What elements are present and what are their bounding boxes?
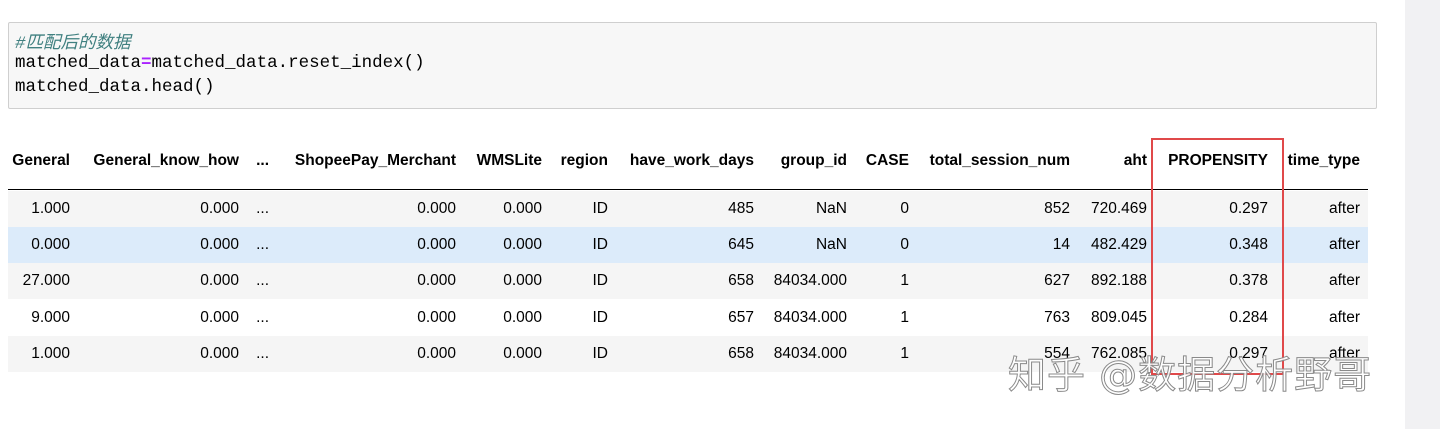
column-header: ... <box>256 152 269 169</box>
table-cell: 0.297 <box>1229 344 1268 362</box>
table-cell: 0.284 <box>1229 308 1268 326</box>
column-header: have_work_days <box>629 152 754 169</box>
column-header: CASE <box>865 152 909 169</box>
table-cell: 0.000 <box>503 344 542 362</box>
code-token: = <box>141 53 152 73</box>
table-cell: 0.000 <box>200 308 239 326</box>
table-cell: after <box>1328 344 1360 362</box>
table-cell: ID <box>592 236 609 254</box>
table-row[interactable]: 1.000 0.000... 0.000 0.000 ID 485 NaN 0 852 720.4… <box>8 191 1368 227</box>
code-cell[interactable]: #匹配后的数据 matched_data=matched_data.reset_i… <box>8 22 1377 109</box>
table-cell: 482.429 <box>1090 236 1147 254</box>
table-cell: 0.000 <box>200 344 239 362</box>
table-cell: 892.188 <box>1090 272 1147 290</box>
table-cell: ID <box>592 200 609 217</box>
table-cell: 0.000 <box>200 272 239 290</box>
code-token: matched_data <box>15 53 142 73</box>
column-header: group_id <box>780 152 847 169</box>
code-line: matched_data.head() <box>15 77 215 97</box>
table-cell: ... <box>256 344 269 362</box>
table-cell: after <box>1328 200 1360 217</box>
table-cell: 658 <box>728 272 754 290</box>
table-cell: 658 <box>728 344 754 362</box>
table-cell: ID <box>592 272 609 290</box>
table-cell: 0.000 <box>200 236 239 254</box>
table-cell: 0.000 <box>503 272 542 290</box>
table-cell: 720.469 <box>1090 200 1147 217</box>
table-cell: ... <box>256 308 269 326</box>
table-cell: 1 <box>900 308 909 326</box>
table-cell: NaN <box>815 200 847 217</box>
table-cell: 0.348 <box>1229 236 1268 254</box>
column-header: region <box>560 152 608 169</box>
table-cell: 0.000 <box>31 236 70 254</box>
watermark: 知乎 @数据分析野哥 <box>1007 353 1373 398</box>
table-cell: 0.000 <box>417 272 456 290</box>
table-row[interactable]: 1.000 0.000... 0.000 0.000 ID 658 84034.000 1 55… <box>8 335 1368 372</box>
table-cell: 657 <box>728 308 754 326</box>
table-cell: 0.000 <box>417 200 456 217</box>
table-cell: 1.000 <box>31 344 70 362</box>
table-cell: after <box>1328 272 1360 290</box>
column-header: WMSLite <box>476 152 542 169</box>
table-cell: 0.000 <box>417 236 456 254</box>
code-token: matched_data.head() <box>15 77 215 97</box>
table-cell: 0.000 <box>503 200 542 217</box>
column-header: aht <box>1123 152 1147 169</box>
table-cell: 762.085 <box>1090 344 1147 362</box>
table-cell: after <box>1328 236 1360 254</box>
dataframe-table: General General_know_how... ShopeePay_Merc… <box>8 138 1368 372</box>
column-header: PROPENSITY <box>1168 152 1268 169</box>
header-row: General General_know_how... ShopeePay_Merc… <box>8 143 1368 179</box>
header-rule <box>8 189 1368 190</box>
table-cell: 0.000 <box>503 308 542 326</box>
code-token: matched_data.reset_index() <box>151 53 425 73</box>
column-header: General_know_how <box>93 152 239 169</box>
table-cell: ... <box>256 200 269 217</box>
table-cell: 763 <box>1044 308 1070 326</box>
table-row[interactable]: 0.000 0.000... 0.000 0.000 ID 645 NaN 0 14 482.42… <box>8 227 1368 264</box>
table-cell: 84034.000 <box>773 308 847 326</box>
table-cell: 9.000 <box>31 308 70 326</box>
highlight-box <box>1151 138 1284 375</box>
table-cell: 84034.000 <box>773 272 847 290</box>
table-cell: 0.297 <box>1229 200 1268 217</box>
table-cell: 0.000 <box>417 308 456 326</box>
table-cell: 0.000 <box>200 200 239 217</box>
table-cell: ID <box>592 308 609 326</box>
table-cell: 1.000 <box>31 200 70 217</box>
table-cell: 852 <box>1044 200 1070 217</box>
table-cell: after <box>1328 308 1360 326</box>
table-cell: ... <box>256 272 269 290</box>
code-comment: #匹配后的数据 <box>15 34 131 54</box>
table-cell: 0.000 <box>503 236 542 254</box>
column-header: time_type <box>1287 152 1360 169</box>
table-cell: 0 <box>900 236 909 254</box>
table-cell: ID <box>592 344 609 362</box>
table-row[interactable]: 9.000 0.000... 0.000 0.000 ID 657 84034.000 1 76… <box>8 299 1368 336</box>
code-line: matched_data=matched_data.reset_index() <box>15 53 425 73</box>
scrollbar[interactable] <box>1405 0 1440 429</box>
table-cell: 27.000 <box>22 272 70 290</box>
table-cell: 809.045 <box>1090 308 1147 326</box>
table-row[interactable]: 27.000 0.000... 0.000 0.000 ID 658 84034.000 1 6… <box>8 263 1368 300</box>
table-cell: 645 <box>728 236 754 254</box>
table-cell: ... <box>256 236 269 254</box>
table-cell: 84034.000 <box>773 344 847 362</box>
table-cell: NaN <box>815 236 847 254</box>
table-cell: 0.000 <box>417 344 456 362</box>
column-header: ShopeePay_Merchant <box>294 152 456 169</box>
table-cell: 0 <box>900 200 909 217</box>
table-cell: 1 <box>900 344 909 362</box>
table-cell: 627 <box>1044 272 1070 290</box>
table-cell: 14 <box>1052 236 1070 254</box>
column-header: total_session_num <box>929 152 1070 169</box>
table-cell: 0.378 <box>1229 272 1268 290</box>
code-line: #匹配后的数据 <box>15 29 131 54</box>
table-cell: 554 <box>1044 344 1070 362</box>
table-cell: 485 <box>728 200 754 217</box>
column-header: General <box>12 152 70 169</box>
table-cell: 1 <box>900 272 909 290</box>
